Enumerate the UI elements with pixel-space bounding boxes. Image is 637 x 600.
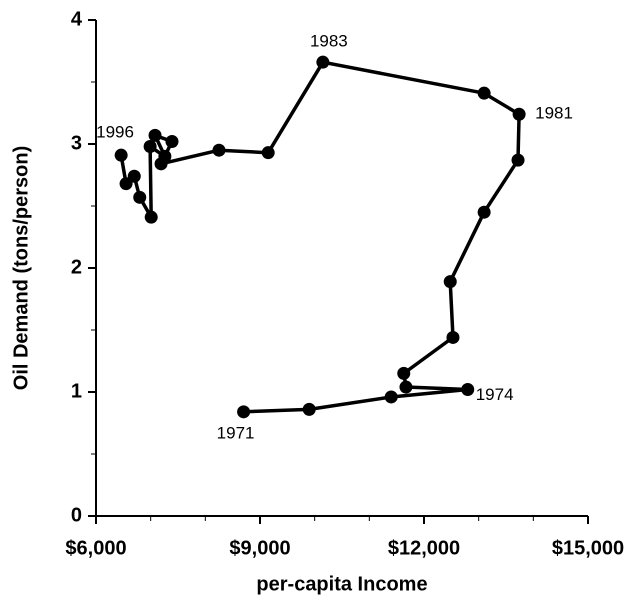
data-point bbox=[114, 148, 128, 162]
data-point bbox=[158, 149, 172, 163]
data-point bbox=[511, 153, 525, 167]
x-tick-label: $9,000 bbox=[229, 537, 290, 559]
data-point bbox=[384, 390, 398, 404]
data-point bbox=[119, 177, 133, 191]
point-label: 1974 bbox=[476, 385, 514, 404]
y-tick-label: 2 bbox=[71, 256, 82, 278]
x-tick-label: $6,000 bbox=[65, 537, 126, 559]
y-tick-label: 1 bbox=[71, 380, 82, 402]
x-tick-label: $15,000 bbox=[552, 537, 624, 559]
data-point bbox=[143, 139, 157, 153]
x-tick-label: $12,000 bbox=[388, 537, 460, 559]
y-tick-label: 0 bbox=[71, 504, 82, 526]
data-point bbox=[397, 366, 411, 380]
data-point bbox=[237, 405, 251, 419]
data-point bbox=[443, 275, 457, 289]
y-tick-label: 4 bbox=[71, 8, 83, 30]
point-label: 1996 bbox=[96, 123, 134, 142]
data-point bbox=[512, 107, 526, 121]
data-point bbox=[302, 402, 316, 416]
data-point bbox=[261, 146, 275, 160]
data-point bbox=[461, 383, 475, 397]
data-point bbox=[212, 143, 226, 157]
y-tick-label: 3 bbox=[71, 132, 82, 154]
y-axis-title: Oil Demand (tons/person) bbox=[10, 146, 32, 390]
data-point bbox=[477, 86, 491, 100]
data-point bbox=[144, 210, 158, 224]
series-line bbox=[119, 60, 521, 414]
point-label: 1981 bbox=[535, 104, 573, 123]
x-axis-title: per-capita Income bbox=[256, 573, 427, 595]
data-point bbox=[148, 128, 162, 142]
data-point bbox=[477, 205, 491, 219]
data-point bbox=[446, 330, 460, 344]
point-label: 1983 bbox=[310, 32, 348, 51]
data-point bbox=[399, 380, 413, 394]
point-label: 1971 bbox=[217, 423, 255, 442]
data-point bbox=[165, 135, 179, 149]
data-point bbox=[316, 55, 330, 69]
data-point bbox=[133, 190, 147, 204]
